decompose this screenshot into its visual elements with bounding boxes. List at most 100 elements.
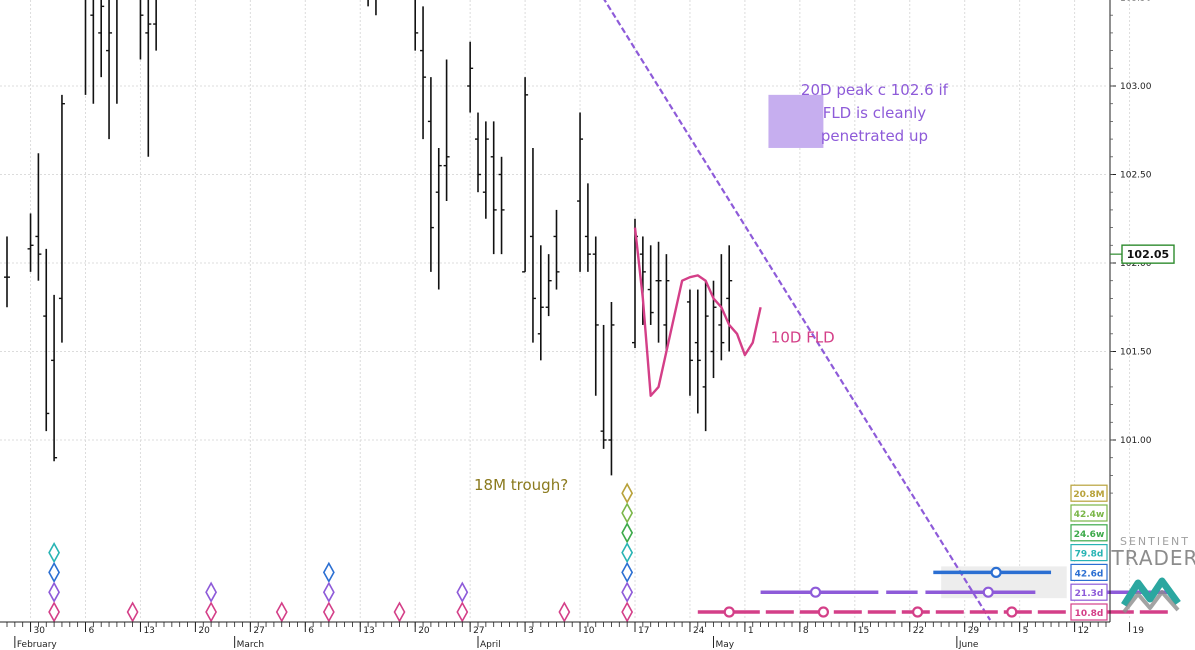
month-label-1: March	[237, 640, 264, 650]
trough-diamond-0-5	[48, 581, 61, 603]
price-bar-48	[537, 245, 544, 361]
trough-diamond-8-6	[621, 601, 634, 623]
date-tick-label-4: 27	[253, 626, 264, 636]
projection-center-0-0	[990, 566, 1002, 579]
date-tick-label-19: 12	[1078, 626, 1089, 636]
date-tick-label-5: 6	[308, 626, 314, 636]
month-label-2: April	[480, 640, 501, 650]
cycle-label-box-1	[1070, 504, 1108, 522]
trough-diamond-8-0	[621, 482, 634, 504]
annotation-0: 18M trough?	[474, 476, 568, 494]
price-bar-3	[43, 248, 50, 432]
price-bar-1	[27, 213, 34, 272]
target-label-line-1: FLD is cleanly	[823, 104, 927, 122]
projection-center-4-0	[723, 606, 735, 618]
price-tick-label-6: 103.00	[1120, 82, 1152, 92]
price-bar-11	[139, 0, 144, 60]
price-bar-10	[116, 0, 118, 104]
cycle-label-box-4	[1070, 563, 1108, 582]
price-bar-8	[98, 0, 105, 78]
price-bar-51	[577, 112, 584, 272]
price-bar-41	[467, 41, 474, 113]
price-bar-40	[443, 59, 450, 202]
price-bar-9	[106, 0, 113, 140]
price-bar-4	[51, 294, 58, 462]
price-bar-37	[420, 6, 427, 140]
fld-label: 10D FLD	[771, 329, 835, 347]
trough-diamond-8-1	[621, 502, 634, 524]
cycle-labels: 20.8M 42.4w 24.6w 79.8d 42.6d 21.3d 10.8d	[1070, 484, 1108, 621]
price-bar-49	[545, 254, 552, 317]
price-tick-label-5: 103.50	[1120, 0, 1152, 4]
price-bar-47	[529, 147, 536, 343]
cycle-label-3: 79.8d	[1075, 550, 1104, 560]
trough-diamond-2-5	[205, 581, 218, 603]
price-bar-54	[600, 324, 607, 449]
date-tick-label-15: 15	[858, 626, 869, 636]
projection-center-4-1	[817, 606, 830, 618]
price-bar-2	[35, 153, 42, 281]
date-tick-label-20: 19	[1133, 626, 1145, 636]
cycle-label-2: 24.6w	[1074, 530, 1105, 540]
price-tick-label-7: 102.50	[1120, 171, 1152, 181]
target-label-line-0: 20D peak c 102.6 if	[801, 81, 949, 99]
trough-diamond-3-6	[275, 601, 288, 623]
date-axis: 30 6 13 20 27 6 13 20 27 3 10 17 24 1 8 15 22 29 5 12 19 Febr…	[0, 621, 1145, 650]
date-tick-label-12: 24	[693, 626, 705, 636]
trough-diamond-8-3	[621, 541, 634, 564]
trough-diamond-4-6	[322, 601, 335, 623]
price-tick-label-10: 101.00	[1120, 436, 1152, 446]
date-tick-label-17: 29	[968, 626, 980, 636]
price-bar-13	[153, 0, 157, 51]
price-bar-45	[498, 156, 505, 255]
price-bar-39	[435, 147, 442, 290]
price-bar-52	[584, 183, 591, 272]
trough-diamond-5-6	[393, 601, 406, 623]
price-axis: 106.00105.50105.00104.50104.00103.50103.…	[1109, 0, 1175, 622]
trough-diamond-0-4	[48, 561, 61, 584]
vtl-segment	[603, 0, 992, 621]
price-bar-7	[90, 0, 95, 104]
price-bar-62	[694, 289, 701, 414]
month-label-0: February	[17, 640, 58, 650]
price-bar-38	[427, 77, 434, 272]
price-bar-66	[726, 245, 733, 352]
price-bar-58	[647, 245, 654, 325]
projection-center-1-0	[809, 586, 822, 598]
date-tick-label-3: 20	[198, 626, 210, 636]
date-tick-label-9: 3	[528, 626, 534, 636]
brand-mark-icon-shadow	[1122, 590, 1180, 614]
vtl-line	[603, 0, 992, 621]
cycle-label-1: 42.4w	[1074, 510, 1105, 520]
price-bar-43	[482, 121, 489, 219]
price-tick-label-9: 101.50	[1120, 348, 1152, 358]
trough-diamond-2-6	[205, 601, 218, 623]
cycle-label-box-2	[1070, 524, 1108, 542]
price-bar-0	[4, 236, 10, 308]
price-bar-59	[655, 241, 662, 343]
date-tick-label-14: 8	[803, 626, 809, 636]
trough-diamond-8-4	[621, 561, 634, 584]
trough-markers	[48, 482, 634, 623]
date-tick-label-11: 17	[638, 626, 649, 636]
trough-diamond-4-5	[322, 581, 335, 603]
projection-center-4-2	[911, 606, 924, 618]
trough-diamond-8-5	[621, 581, 634, 603]
trough-diamond-4-4	[322, 561, 335, 584]
month-label-3: May	[716, 640, 735, 650]
date-tick-label-18: 5	[1023, 626, 1029, 636]
projection-center-4-3	[1006, 606, 1018, 618]
trough-diamond-6-5	[456, 581, 469, 603]
price-bar-12	[145, 0, 152, 157]
fld-polyline	[633, 227, 762, 397]
price-bar-60	[663, 254, 670, 352]
price-tick-label-8: 102.00	[1120, 259, 1152, 269]
price-bar-44	[490, 121, 497, 255]
price-bar-5	[58, 94, 65, 343]
target-label-line-2: penetrated up	[821, 127, 928, 145]
cycle-label-box-5	[1070, 583, 1108, 601]
trough-diamond-7-6	[558, 601, 571, 623]
trough-diamond-8-2	[621, 522, 634, 544]
trough-diamond-0-6	[48, 601, 61, 623]
